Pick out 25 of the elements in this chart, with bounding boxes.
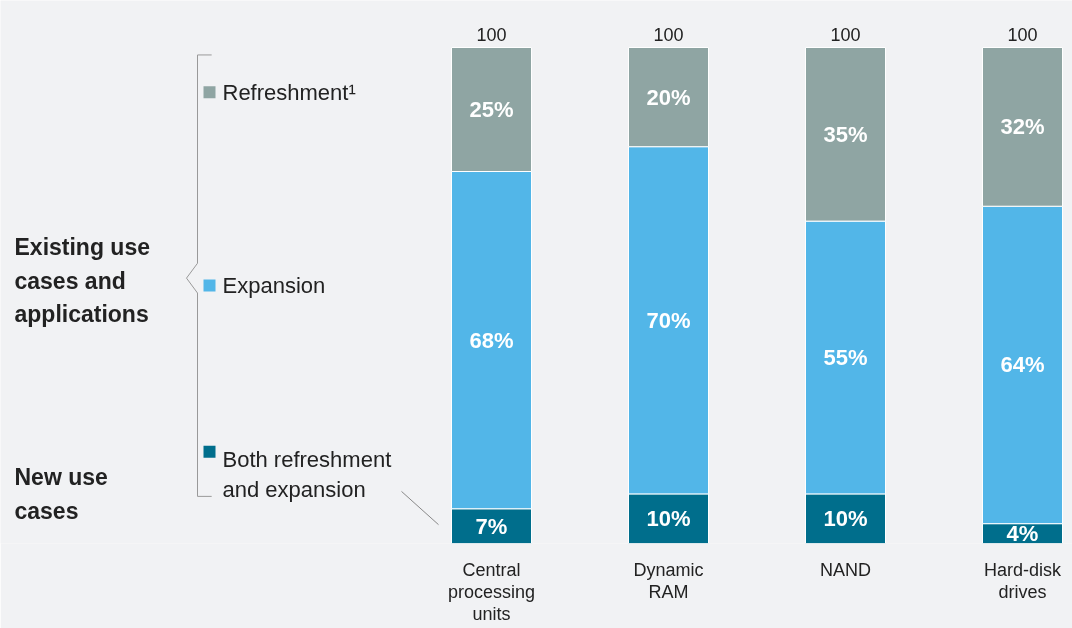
- data-label: 70%: [646, 307, 691, 333]
- data-label: 20%: [646, 84, 691, 110]
- x-tick-label: Central processing units: [447, 559, 536, 624]
- data-label: 35%: [823, 121, 868, 147]
- text: New use cases: [14, 464, 108, 524]
- data-label: 25%: [469, 97, 514, 122]
- data-label: 68%: [469, 327, 514, 353]
- data-label: 10%: [823, 506, 868, 532]
- legend-label: Both refreshment and expansion: [222, 446, 392, 502]
- x-tick-label: Hard-disk drives: [983, 559, 1063, 602]
- data-label: 7%: [475, 513, 508, 539]
- text: Existing use cases and applications: [14, 233, 150, 328]
- data-label: 55%: [823, 345, 868, 370]
- legend-label: Expansion: [222, 273, 326, 299]
- total-label: 100: [653, 24, 684, 45]
- data-label: 4%: [1006, 521, 1039, 547]
- data-label: 32%: [1000, 114, 1045, 140]
- data-label: 10%: [646, 506, 691, 532]
- total-label: 100: [830, 24, 861, 45]
- x-tick-label: NAND: [820, 559, 872, 580]
- total-label: 100: [1007, 24, 1038, 45]
- total-label: 100: [476, 24, 507, 45]
- x-tick-label: Dynamic RAM: [633, 559, 704, 602]
- legend-label: Refreshment¹: [222, 79, 356, 105]
- data-label: 64%: [1000, 352, 1045, 378]
